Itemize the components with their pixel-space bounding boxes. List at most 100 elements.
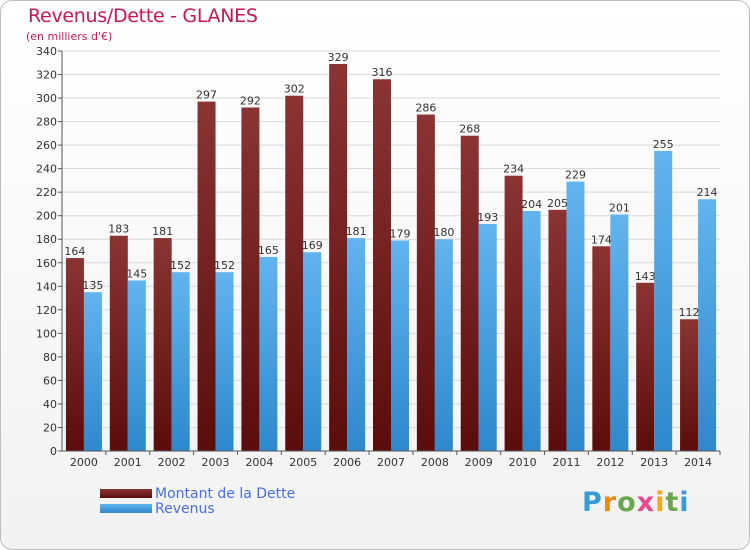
- x-tick-label: 2005: [289, 456, 317, 469]
- data-label-debt: 286: [415, 102, 436, 115]
- bar-debt: [241, 107, 260, 452]
- data-label-debt: 112: [679, 306, 700, 319]
- bar-debt: [504, 175, 523, 452]
- bar-debt: [680, 319, 699, 451]
- legend: Montant de la Dette Revenus: [100, 485, 296, 517]
- x-tick-label: 2000: [70, 456, 98, 469]
- bar-debt: [592, 246, 611, 451]
- data-label-debt: 181: [152, 225, 173, 238]
- legend-label-revenue: Revenus: [155, 500, 215, 517]
- y-tick-label: 240: [36, 163, 57, 176]
- chart-subtitle: (en milliers d'€): [26, 30, 113, 43]
- y-tick-label: 100: [36, 327, 57, 340]
- bar-debt: [460, 135, 479, 452]
- data-label-debt: 316: [372, 66, 393, 79]
- x-tick-label: 2002: [158, 456, 186, 469]
- legend-label-debt: Montant de la Dette: [155, 485, 296, 502]
- data-label-debt: 205: [547, 197, 568, 210]
- data-label-revenue: 214: [697, 186, 718, 199]
- data-label-revenue: 229: [565, 169, 586, 182]
- bar-debt: [153, 238, 172, 451]
- legend-item-revenue: Revenus: [100, 500, 295, 517]
- bar-revenue: [391, 240, 409, 451]
- legend-swatch-debt: [100, 489, 152, 498]
- bars: [65, 63, 717, 452]
- bar-debt: [636, 282, 655, 451]
- x-tick-label: 2003: [202, 456, 230, 469]
- bar-revenue: [171, 272, 190, 451]
- x-tick-label: 2010: [509, 456, 537, 469]
- bar-debt: [197, 101, 216, 452]
- data-label-debt: 164: [64, 245, 85, 258]
- y-tick-label: 0: [50, 445, 57, 458]
- y-tick-label: 200: [36, 210, 57, 223]
- bar-debt: [65, 258, 84, 451]
- data-label-debt: 268: [459, 123, 480, 136]
- y-tick-label: 80: [43, 351, 57, 364]
- x-tick-label: 2013: [640, 456, 668, 469]
- data-label-revenue: 135: [82, 279, 103, 292]
- data-label-debt: 183: [108, 223, 129, 236]
- y-tick-label: 180: [36, 233, 57, 246]
- x-tick-label: 2001: [114, 456, 142, 469]
- data-label-revenue: 255: [653, 138, 674, 151]
- x-tick-label: 2008: [421, 456, 449, 469]
- legend-item-debt: Montant de la Dette: [100, 485, 296, 502]
- data-label-debt: 234: [503, 163, 524, 176]
- y-tick-label: 320: [36, 69, 57, 82]
- x-tick-label: 2004: [245, 456, 273, 469]
- x-tick-label: 2011: [552, 456, 580, 469]
- y-tick-label: 260: [36, 139, 57, 152]
- y-tick-label: 280: [36, 116, 57, 129]
- data-label-debt: 174: [591, 233, 612, 246]
- bar-debt: [329, 63, 348, 452]
- data-label-revenue: 145: [126, 267, 147, 280]
- bar-revenue: [347, 238, 366, 451]
- data-label-revenue: 169: [302, 239, 323, 252]
- bar-revenue: [654, 151, 673, 451]
- chart-title: Revenus/Dette - GLANES: [28, 5, 258, 27]
- data-label-revenue: 193: [477, 211, 498, 224]
- x-tick-label: 2009: [465, 456, 493, 469]
- data-label-revenue: 204: [521, 198, 542, 211]
- bar-debt: [373, 79, 391, 451]
- bar-debt: [285, 95, 304, 452]
- bar-debt: [416, 114, 435, 451]
- bar-revenue: [698, 199, 717, 451]
- bar-debt: [548, 209, 567, 451]
- y-tick-label: 140: [36, 280, 57, 293]
- bar-revenue: [83, 292, 102, 451]
- data-label-revenue: 165: [258, 244, 279, 257]
- data-labels: 164 135 183 145 181 152 297 152 292 165 302 169 329 1…: [64, 51, 717, 319]
- x-tick-label: 2012: [596, 456, 624, 469]
- legend-swatch-revenue: [100, 504, 152, 513]
- y-tick-label: 340: [36, 45, 57, 58]
- data-label-revenue: 179: [390, 227, 411, 240]
- axes: 0 20 40 60 80 100 120 140 160 180 200 220 240 260 280 3…: [36, 45, 721, 469]
- bar-revenue: [478, 223, 497, 451]
- data-label-debt: 143: [635, 270, 656, 283]
- data-label-revenue: 152: [170, 259, 191, 272]
- proxiti-logo: Proxiti: [582, 487, 690, 518]
- bar-revenue: [566, 181, 585, 451]
- bar-debt: [109, 235, 128, 451]
- bar-revenue: [127, 280, 146, 451]
- data-label-revenue: 180: [433, 226, 454, 239]
- bar-revenue: [610, 214, 629, 451]
- y-tick-label: 40: [43, 398, 57, 411]
- bar-revenue: [303, 252, 322, 451]
- bar-revenue: [434, 239, 453, 451]
- bar-revenue: [522, 211, 541, 451]
- data-label-debt: 297: [196, 89, 217, 102]
- x-tick-label: 2014: [684, 456, 712, 469]
- y-tick-label: 60: [43, 374, 57, 387]
- bar-revenue: [259, 256, 278, 451]
- y-tick-label: 220: [36, 186, 57, 199]
- data-label-debt: 329: [328, 51, 349, 64]
- data-label-debt: 302: [284, 83, 305, 96]
- x-tick-label: 2006: [333, 456, 361, 469]
- y-tick-label: 300: [36, 92, 57, 105]
- y-tick-label: 120: [36, 304, 57, 317]
- data-label-debt: 292: [240, 94, 261, 107]
